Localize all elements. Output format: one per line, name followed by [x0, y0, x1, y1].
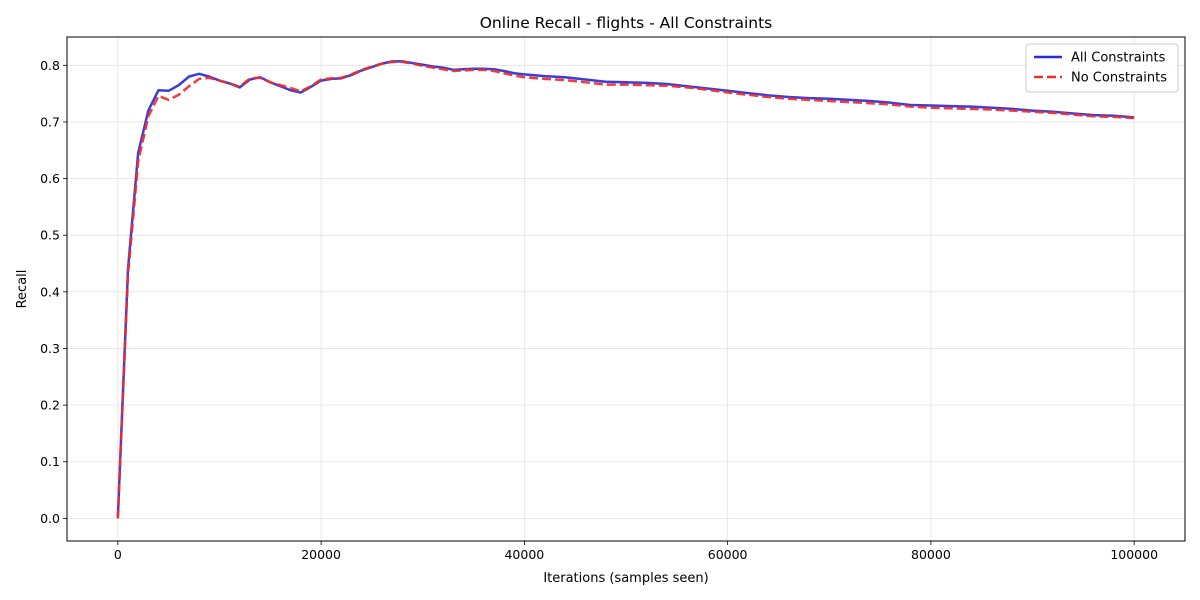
plot-frame [66, 36, 1186, 542]
legend: All Constraints No Constraints [1025, 43, 1179, 93]
legend-label-all-constraints: All Constraints [1071, 51, 1166, 66]
series-lines [116, 60, 1135, 519]
x-tick-label: 100000 [1110, 547, 1158, 562]
chart-title: Online Recall - flights - All Constraint… [480, 14, 773, 32]
series-line-no-constraints [116, 60, 1135, 519]
x-tick-label: 80000 [911, 547, 951, 562]
y-tick-label: 0.8 [40, 58, 60, 73]
y-tick-label: 0.7 [40, 114, 60, 129]
legend-box [1025, 43, 1179, 93]
y-tick-label: 0.5 [40, 228, 60, 243]
axis-ticks: 0 20000 40000 60000 80000 100000 0.0 0.1 0.2 0.3 0… [40, 58, 1158, 562]
y-tick-label: 0.0 [40, 511, 60, 526]
legend-label-no-constraints: No Constraints [1071, 71, 1167, 86]
x-tick-label: 40000 [504, 547, 544, 562]
y-tick-label: 0.6 [40, 171, 60, 186]
grid-lines [67, 37, 1185, 541]
y-tick-label: 0.3 [40, 341, 60, 356]
x-axis-label: Iterations (samples seen) [543, 571, 708, 586]
y-tick-label: 0.2 [40, 398, 60, 413]
x-tick-label: 0 [114, 547, 122, 562]
y-tick-label: 0.1 [40, 454, 60, 469]
y-axis-label: Recall [15, 270, 30, 309]
x-tick-label: 60000 [708, 547, 748, 562]
y-tick-label: 0.4 [40, 284, 60, 299]
x-tick-label: 20000 [301, 547, 341, 562]
